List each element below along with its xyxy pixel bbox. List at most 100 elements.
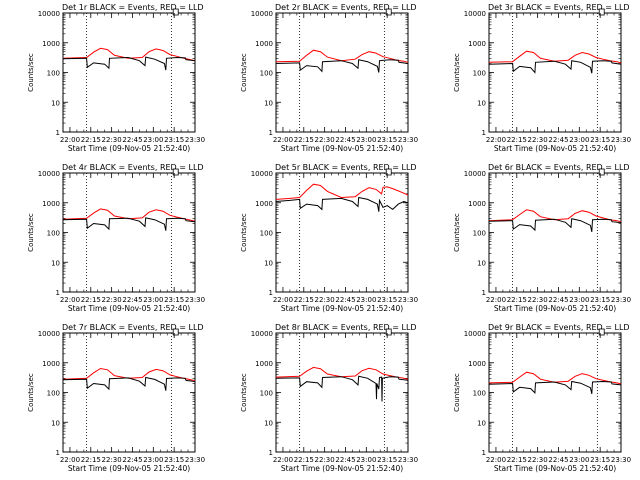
x-tick-label: 23:00 <box>569 136 589 144</box>
plot-frame <box>488 332 622 453</box>
y-tick-label: 100 <box>47 390 60 398</box>
x-axis-label: Start Time (09-Nov-05 21:52:40) <box>281 464 403 473</box>
y-tick-label: 1000 <box>42 360 60 368</box>
y-tick-label: 10000 <box>38 330 60 338</box>
y-axis-label: Counts/sec <box>240 213 248 252</box>
y-tick-label: 10000 <box>464 10 486 18</box>
y-axis-label: Counts/sec <box>240 373 248 412</box>
x-tick-label: 22:00 <box>273 296 293 304</box>
y-tick-label: 10000 <box>38 170 60 178</box>
top-marker-box <box>598 328 605 336</box>
y-tick-label: 10 <box>264 419 273 427</box>
y-tick-label: 10000 <box>251 170 273 178</box>
y-tick-label: 10 <box>51 259 60 267</box>
top-marker-box <box>598 8 605 16</box>
y-tick-label: 100 <box>473 390 486 398</box>
series-events-line <box>62 376 196 391</box>
x-tick-label: 22:30 <box>315 136 335 144</box>
x-tick-label: 23:30 <box>611 136 631 144</box>
y-tick-label: 100 <box>47 70 60 78</box>
x-tick-label: 22:15 <box>507 456 527 464</box>
series-events-line <box>62 56 196 71</box>
x-tick-label: 22:30 <box>102 296 122 304</box>
series-lld-line <box>488 50 622 64</box>
x-tick-label: 22:45 <box>122 456 142 464</box>
plot-title: Det 2r BLACK = Events, RED = LLD <box>275 3 417 12</box>
y-tick-label: 10 <box>477 99 486 107</box>
y-tick-label: 1 <box>56 129 60 137</box>
y-tick-label: 10 <box>264 99 273 107</box>
x-tick-label: 22:30 <box>528 136 548 144</box>
x-tick-label: 22:00 <box>273 136 293 144</box>
detector-plot-7: Det 7r BLACK = Events, RED = LLD Counts/s… <box>27 323 205 473</box>
y-tick-label: 1000 <box>255 360 273 368</box>
top-marker-box <box>172 168 179 176</box>
x-tick-label: 23:15 <box>590 136 610 144</box>
y-tick-label: 1000 <box>255 200 273 208</box>
y-axis-label: Counts/sec <box>27 373 35 412</box>
x-tick-label: 22:30 <box>315 456 335 464</box>
x-tick-label: 22:45 <box>548 296 568 304</box>
x-tick-label: 23:15 <box>590 456 610 464</box>
plot-frame <box>275 172 409 293</box>
x-tick-label: 22:15 <box>81 296 101 304</box>
y-tick-label: 1000 <box>468 200 486 208</box>
top-marker-box <box>385 8 392 16</box>
detector-plot-1: Det 1r BLACK = Events, RED = LLD Counts/s… <box>27 3 205 153</box>
y-axis-label: Counts/sec <box>240 53 248 92</box>
x-tick-label: 22:15 <box>81 456 101 464</box>
plot-title: Det 8r BLACK = Events, RED = LLD <box>275 323 417 332</box>
x-tick-label: 22:30 <box>102 136 122 144</box>
y-tick-label: 1 <box>269 129 273 137</box>
plot-frame <box>488 12 622 133</box>
x-tick-label: 23:15 <box>164 296 184 304</box>
series-lld-line <box>62 367 196 382</box>
x-axis-label: Start Time (09-Nov-05 21:52:40) <box>494 304 616 313</box>
x-tick-label: 22:00 <box>60 296 80 304</box>
x-tick-label: 23:00 <box>143 296 163 304</box>
y-tick-label: 1000 <box>42 200 60 208</box>
x-tick-label: 22:00 <box>486 456 506 464</box>
x-tick-label: 22:15 <box>294 136 314 144</box>
y-tick-label: 100 <box>47 230 60 238</box>
x-axis-label: Start Time (09-Nov-05 21:52:40) <box>281 144 403 153</box>
x-axis-label: Start Time (09-Nov-05 21:52:40) <box>68 144 190 153</box>
detector-plot-8: Det 8r BLACK = Events, RED = LLD Counts/s… <box>240 323 418 473</box>
y-tick-label: 1000 <box>468 360 486 368</box>
top-marker-box <box>385 328 392 336</box>
y-tick-label: 1 <box>482 129 486 137</box>
top-marker-box <box>172 328 179 336</box>
y-tick-label: 10 <box>477 259 486 267</box>
x-tick-label: 22:45 <box>335 136 355 144</box>
x-tick-label: 22:15 <box>507 136 527 144</box>
series-lld-line <box>488 371 622 385</box>
x-tick-label: 22:45 <box>548 456 568 464</box>
y-axis-label: Counts/sec <box>27 53 35 92</box>
y-tick-label: 10000 <box>464 330 486 338</box>
x-tick-label: 22:00 <box>60 456 80 464</box>
x-tick-label: 23:30 <box>185 456 205 464</box>
y-tick-label: 100 <box>260 230 273 238</box>
x-tick-label: 23:30 <box>611 456 631 464</box>
series-lld-line <box>275 183 409 200</box>
series-events-line <box>488 60 622 74</box>
y-tick-label: 1 <box>56 289 60 297</box>
y-axis-label: Counts/sec <box>453 373 461 412</box>
x-axis-label: Start Time (09-Nov-05 21:52:40) <box>68 464 190 473</box>
x-tick-label: 23:30 <box>398 296 418 304</box>
x-tick-label: 23:30 <box>185 296 205 304</box>
x-tick-label: 23:15 <box>377 296 397 304</box>
x-axis-label: Start Time (09-Nov-05 21:52:40) <box>494 144 616 153</box>
detector-plot-3: Det 3r BLACK = Events, RED = LLD Counts/s… <box>453 3 631 153</box>
y-tick-label: 10000 <box>38 10 60 18</box>
y-axis-label: Counts/sec <box>453 53 461 92</box>
x-tick-label: 22:45 <box>122 296 142 304</box>
y-tick-label: 10 <box>51 419 60 427</box>
x-tick-label: 23:00 <box>356 136 376 144</box>
x-tick-label: 23:30 <box>398 456 418 464</box>
y-tick-label: 100 <box>260 70 273 78</box>
x-tick-label: 23:30 <box>398 136 418 144</box>
x-tick-label: 23:15 <box>377 136 397 144</box>
